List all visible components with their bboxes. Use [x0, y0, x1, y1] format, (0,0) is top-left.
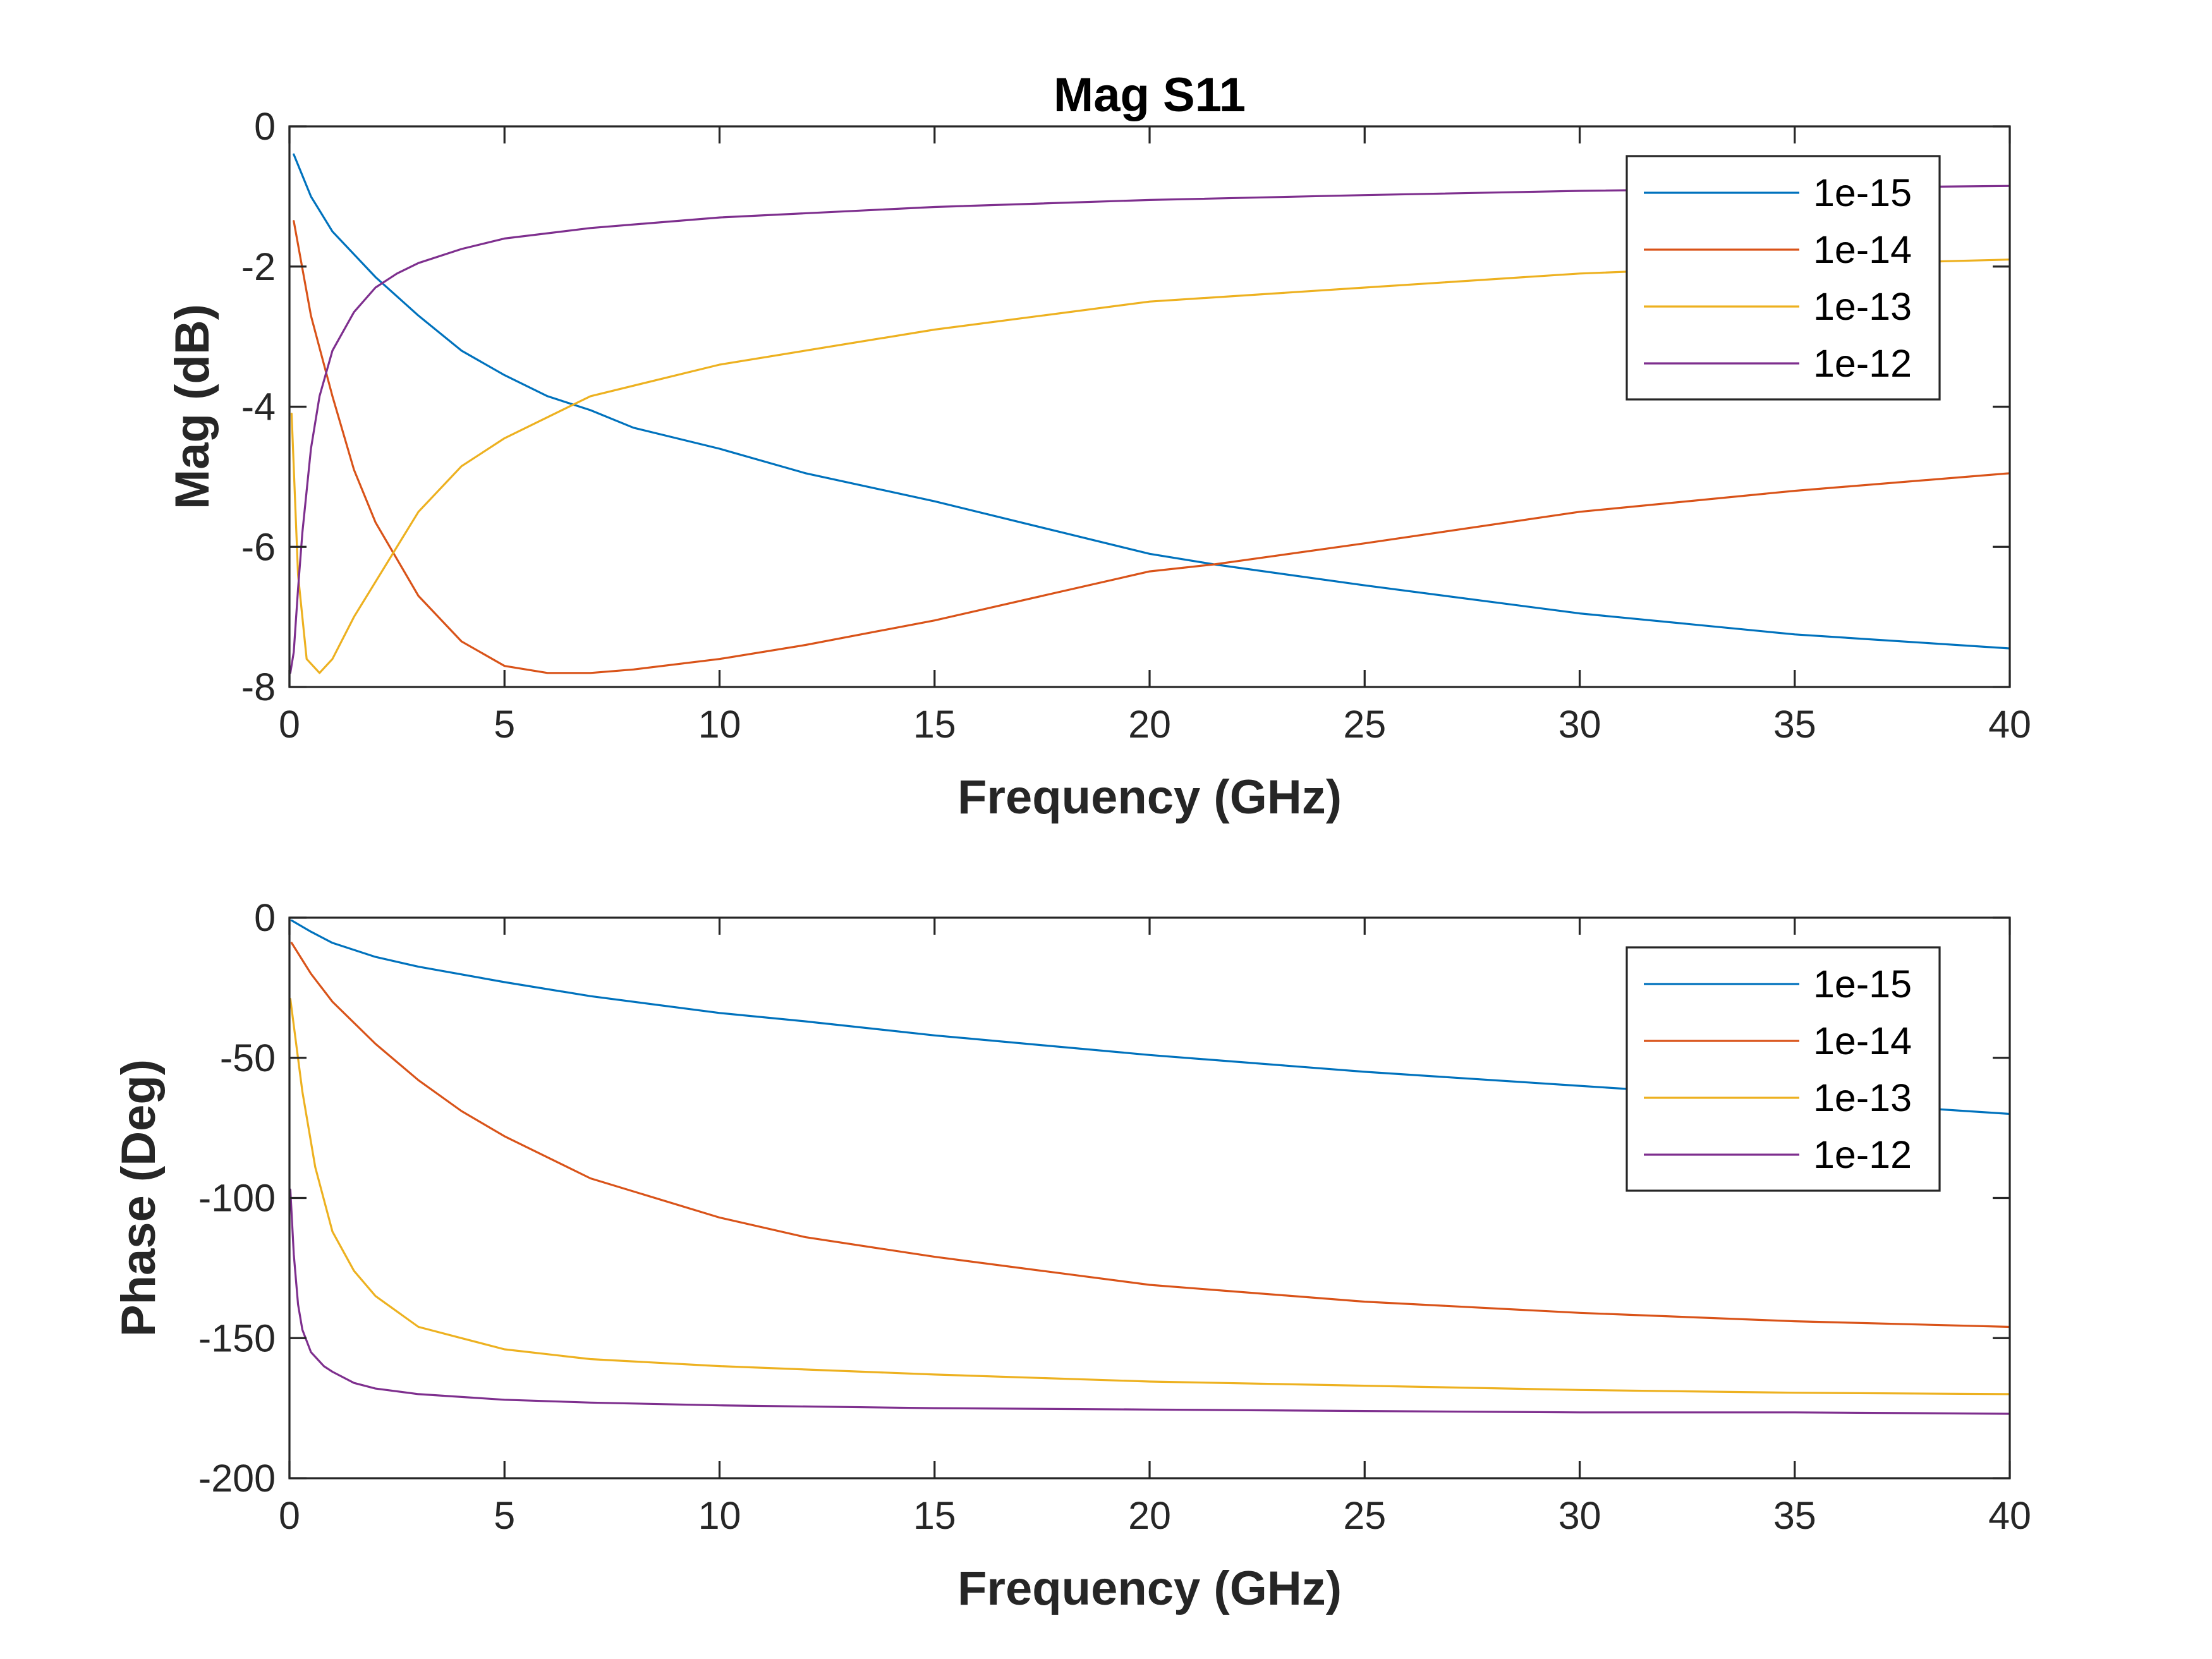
series-line-1e-12	[289, 1188, 2010, 1415]
y-tick-label: -2	[241, 245, 276, 288]
y-tick-label: 0	[254, 896, 276, 939]
y-tick-label: -8	[241, 665, 276, 708]
y-axis-title: Phase (Deg)	[112, 1059, 166, 1337]
x-tick-label: 35	[1773, 703, 1816, 746]
y-tick-label: -50	[220, 1036, 276, 1079]
x-tick-label: 5	[494, 703, 515, 746]
y-tick-label: -200	[198, 1457, 276, 1500]
y-tick-label: 0	[254, 105, 276, 148]
legend-label-1e-15: 1e-15	[1813, 171, 1912, 214]
series-line-1e-14	[290, 942, 2010, 1328]
series-line-1e-14	[293, 220, 2010, 674]
series-lines	[289, 919, 2010, 1415]
x-tick-label: 30	[1559, 703, 1601, 746]
x-tick-label: 0	[279, 1494, 300, 1537]
x-tick-label: 15	[913, 703, 956, 746]
x-tick-label: 25	[1343, 1494, 1386, 1537]
legend: 1e-15 1e-14 1e-13 1e-12	[1626, 946, 1941, 1192]
legend-box	[1626, 946, 1941, 1192]
y-axis-title: Mag (dB)	[166, 304, 219, 509]
x-tick-label: 35	[1773, 1494, 1816, 1537]
legend-box	[1626, 155, 1941, 401]
legend-label-1e-13: 1e-13	[1813, 285, 1912, 328]
legend: 1e-15 1e-14 1e-13 1e-12	[1626, 155, 1941, 401]
series-line-1e-15	[290, 919, 2010, 1115]
series-line-1e-12	[289, 185, 2010, 674]
series-lines	[289, 153, 2010, 674]
x-tick-label: 5	[494, 1494, 515, 1537]
x-tick-label: 15	[913, 1494, 956, 1537]
x-tick-label: 40	[1988, 703, 2031, 746]
x-tick-label: 40	[1988, 1494, 2031, 1537]
legend-label-1e-12: 1e-12	[1813, 1133, 1912, 1176]
y-tick-label: -4	[241, 386, 276, 428]
phase-plot: 0 5 10 15 20 25 30 35 40 0 -50 -100 -150 -200 Frequenc…	[112, 896, 2031, 1615]
x-tick-label: 30	[1559, 1494, 1601, 1537]
y-tick-label: -6	[241, 525, 276, 568]
legend-label-1e-14: 1e-14	[1813, 1019, 1912, 1062]
y-tick-label: -100	[198, 1177, 276, 1220]
chart-title: Mag S11	[1054, 68, 1246, 122]
series-line-1e-13	[290, 258, 2010, 674]
x-tick-label: 0	[279, 703, 300, 746]
series-line-1e-13	[289, 997, 2010, 1395]
x-tick-label: 25	[1343, 703, 1386, 746]
y-tick-label: -150	[198, 1316, 276, 1359]
mag-s11-plot: 0 5 10 15 20 25 30 35 40 0 -2 -4 -6 -8 Frequency (GHz)…	[166, 68, 2031, 824]
x-tick-label: 10	[698, 703, 741, 746]
legend-label-1e-14: 1e-14	[1813, 228, 1912, 271]
legend-label-1e-12: 1e-12	[1813, 342, 1912, 385]
x-axis-title: Frequency (GHz)	[957, 1562, 1342, 1615]
x-tick-label: 20	[1128, 703, 1171, 746]
x-axis-title: Frequency (GHz)	[957, 770, 1342, 824]
x-tick-label: 20	[1128, 1494, 1171, 1537]
legend-label-1e-13: 1e-13	[1813, 1076, 1912, 1119]
x-tick-label: 10	[698, 1494, 741, 1537]
legend-label-1e-15: 1e-15	[1813, 963, 1912, 1006]
